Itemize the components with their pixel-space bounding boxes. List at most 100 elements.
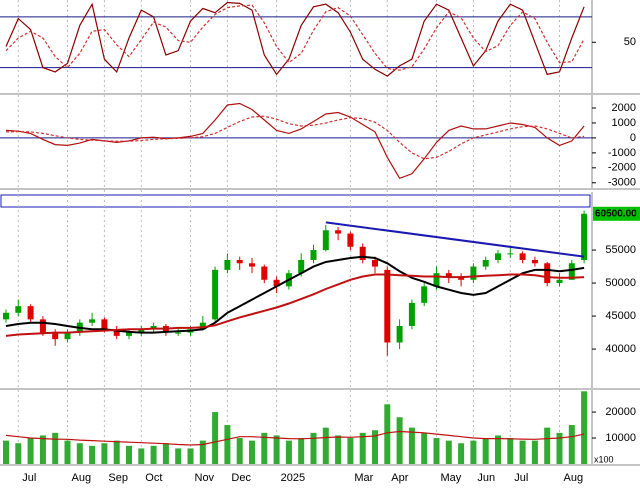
volume-bar [519,440,526,464]
x-tick-label: 2025 [281,472,305,484]
volume-bar [408,427,415,464]
candle-body [89,319,96,323]
candle-body [335,230,342,234]
volume-bar [507,438,514,464]
volume-bar [458,443,465,464]
series-line [5,4,585,71]
candle-body [126,332,132,336]
candle-body [544,263,551,284]
candle-body [408,302,415,326]
volume-bar [261,432,268,464]
volume-bar [359,432,366,464]
y-tick-label: 1000 [612,117,636,129]
volume-bar [15,443,22,464]
candle-body [507,253,514,255]
x-tick-label: Jun [477,472,495,484]
candle-body [3,312,9,320]
candle-body [384,269,391,343]
volume-bar [3,440,9,464]
volume-bar [89,445,96,464]
x-tick-label: Aug [564,472,584,484]
x-tick-label: May [441,472,462,484]
volume-bar [433,438,440,464]
candle-body [236,259,243,264]
candle-body [39,319,46,333]
series-line [5,255,585,334]
series-line [5,430,585,446]
candle-body [310,250,317,260]
volume-bar [162,443,169,464]
candle-body [52,332,59,340]
candle-body [249,263,255,267]
price-tag: 60500.00 [595,208,637,219]
candle-body [101,319,108,330]
volume-bar [187,448,194,464]
series-line [5,273,585,337]
candle-body [64,332,71,340]
y-tick-label: 20000 [605,406,636,418]
unit-label: x100 [594,454,614,464]
candle-body [519,253,526,260]
volume-bar [384,404,391,464]
y-tick-label: -1000 [608,147,636,159]
x-tick-label: Dec [231,472,251,484]
volume-bar [495,435,501,464]
candle-body [199,322,206,330]
candle-body [396,325,403,343]
volume-bar [150,445,157,464]
candle-body [531,259,538,264]
candle-body [458,276,465,280]
y-tick-label: 45000 [605,310,636,322]
volume-bar [175,448,182,464]
x-tick-label: Aug [72,472,92,484]
x-tick-label: Sep [108,472,128,484]
volume-bar [138,448,145,464]
y-tick-label: 0 [630,132,636,144]
trend-line [325,221,585,258]
volume-bar [347,438,354,464]
y-tick-label: -2000 [608,162,636,174]
volume-bar [64,440,71,464]
x-tick-label: Nov [195,472,215,484]
candle-body [224,259,231,270]
volume-bar [335,435,342,464]
volume-bar [236,438,243,464]
volume-bar [556,432,563,464]
volume-bar [249,440,255,464]
x-tick-label: Mar [354,472,373,484]
candle-body [568,263,575,280]
price-tag-box [593,206,640,221]
volume-bar [52,432,59,464]
y-tick-label: 2000 [612,102,636,114]
series-line [5,1,585,77]
volume-bar [531,440,538,464]
y-tick-label: 55000 [605,244,636,256]
volume-bar [372,430,378,464]
x-tick-label: Apr [391,472,408,484]
volume-bar [298,438,305,464]
volume-bar [544,427,551,464]
volume-bar [445,440,452,464]
volume-bar [126,445,132,464]
volume-bar [27,438,34,464]
candle-body [138,329,145,333]
candle-body [581,213,588,260]
volume-bar [470,440,477,464]
price-box [0,194,591,208]
x-tick-label: Jul [22,472,36,484]
volume-bar [285,440,292,464]
candle-body [433,273,440,287]
y-tick-label: 50 [624,36,636,48]
volume-bar [76,443,83,464]
volume-bar [568,425,575,464]
volume-bar [421,432,428,464]
candle-body [175,332,182,334]
candle-body [372,259,378,267]
candle-body [113,329,120,336]
candle-body [482,259,489,267]
candle-body [470,266,477,280]
volume-bar [322,427,329,464]
volume-bar [396,417,403,464]
candle-body [359,246,366,260]
